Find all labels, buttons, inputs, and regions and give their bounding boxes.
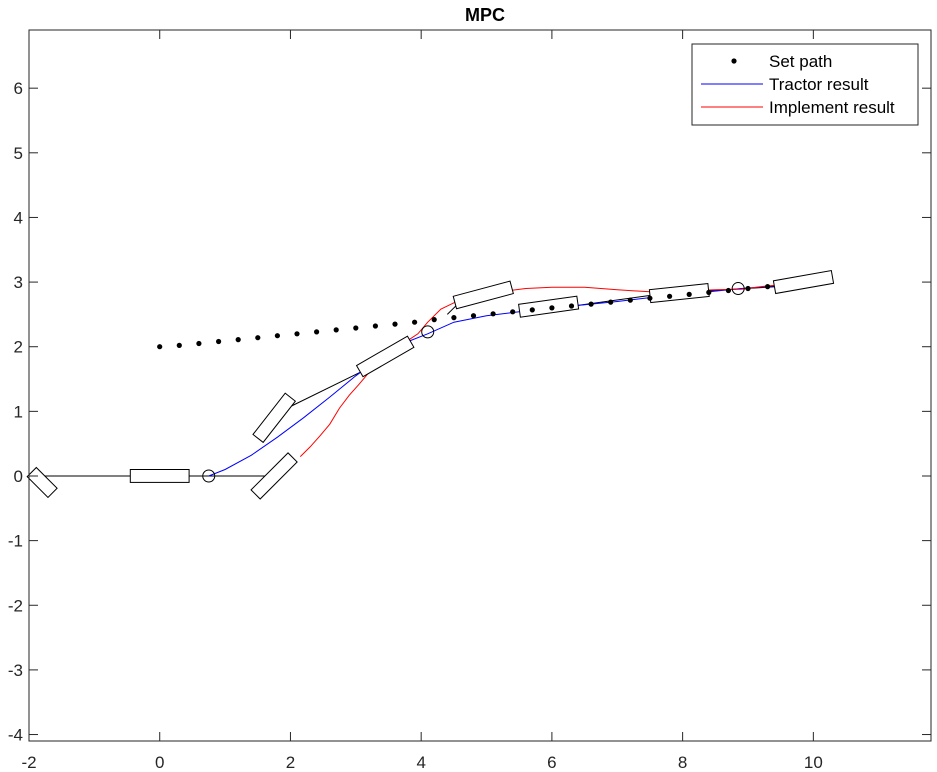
vehicle-body-8 bbox=[26, 466, 58, 499]
set-path-point bbox=[549, 305, 555, 311]
vehicle-body-7 bbox=[772, 270, 835, 295]
y-tick-label: -2 bbox=[8, 596, 23, 615]
y-tick-label: 2 bbox=[14, 338, 23, 357]
set-path-point bbox=[627, 297, 633, 303]
set-path-point bbox=[274, 333, 280, 339]
wheel-circle-2 bbox=[731, 282, 745, 296]
set-path-point bbox=[216, 338, 222, 345]
y-tick-label: -1 bbox=[8, 532, 23, 551]
plot-area bbox=[26, 270, 835, 500]
y-tick-label: 1 bbox=[14, 402, 23, 421]
set-path-point bbox=[706, 289, 712, 295]
x-tick-label: 2 bbox=[286, 753, 295, 772]
y-tick-label: -3 bbox=[8, 661, 23, 680]
set-path-point bbox=[725, 287, 732, 294]
set-path-point bbox=[157, 344, 163, 350]
set-path-point bbox=[765, 284, 771, 290]
y-tick-label: 4 bbox=[14, 208, 23, 227]
set-path-point bbox=[431, 317, 437, 323]
set-path-point bbox=[510, 309, 516, 315]
wheel-circle-1 bbox=[421, 325, 435, 339]
set-path-point bbox=[392, 321, 398, 327]
y-tick-label: 5 bbox=[14, 144, 23, 163]
vehicle-body-0 bbox=[129, 469, 190, 483]
set-path-point bbox=[314, 329, 320, 335]
y-tick-label: -4 bbox=[8, 726, 23, 745]
axis-ticks: -2 0 2 4 6 8 10 -4 -3 -2 -1 0 1 2 3 4 5 6 bbox=[8, 30, 931, 772]
vehicle-body-2 bbox=[250, 452, 298, 500]
set-path-point bbox=[529, 307, 535, 313]
x-tick-label: 0 bbox=[155, 753, 164, 772]
set-path-point bbox=[235, 337, 241, 343]
x-tick-label: 4 bbox=[416, 753, 425, 772]
x-tick-label: 8 bbox=[678, 753, 687, 772]
set-path-point bbox=[255, 335, 261, 341]
set-path-point bbox=[608, 299, 614, 305]
set-path-point bbox=[490, 311, 496, 317]
set-path-point bbox=[647, 295, 653, 301]
set-path-point bbox=[196, 340, 202, 347]
legend-label-set-path: Set path bbox=[769, 52, 832, 71]
set-path-point bbox=[745, 285, 751, 292]
legend-label-implement: Implement result bbox=[769, 98, 895, 117]
x-tick-label: -2 bbox=[21, 753, 36, 772]
set-path-point bbox=[451, 315, 457, 321]
legend-label-tractor: Tractor result bbox=[769, 75, 869, 94]
x-tick-label: 10 bbox=[804, 753, 823, 772]
wheel-circle-0 bbox=[202, 469, 216, 483]
set-path-point bbox=[470, 313, 477, 319]
set-path-point bbox=[686, 291, 692, 297]
set-path-point bbox=[333, 327, 339, 333]
y-tick-label: 0 bbox=[14, 467, 23, 486]
set-path-point bbox=[412, 319, 418, 325]
chart-title: MPC bbox=[465, 5, 505, 25]
set-path-point bbox=[176, 342, 182, 348]
vehicle-body-6 bbox=[648, 283, 710, 304]
axes-box bbox=[28, 29, 932, 742]
set-path-point bbox=[353, 325, 359, 331]
legend-marker-set-path bbox=[731, 58, 737, 64]
legend: Set path Tractor result Implement result bbox=[691, 43, 919, 126]
set-path-point bbox=[667, 293, 673, 299]
vehicle-body-4 bbox=[452, 280, 514, 310]
vehicle-body-3 bbox=[355, 335, 415, 378]
x-tick-label: 6 bbox=[547, 753, 556, 772]
vehicle-body-1 bbox=[252, 392, 297, 444]
set-path-point bbox=[294, 331, 300, 337]
set-path-point bbox=[568, 303, 575, 309]
y-tick-label: 6 bbox=[14, 79, 23, 98]
set-path-point bbox=[588, 301, 594, 307]
set-path-point bbox=[372, 323, 378, 329]
y-tick-label: 3 bbox=[14, 273, 23, 292]
